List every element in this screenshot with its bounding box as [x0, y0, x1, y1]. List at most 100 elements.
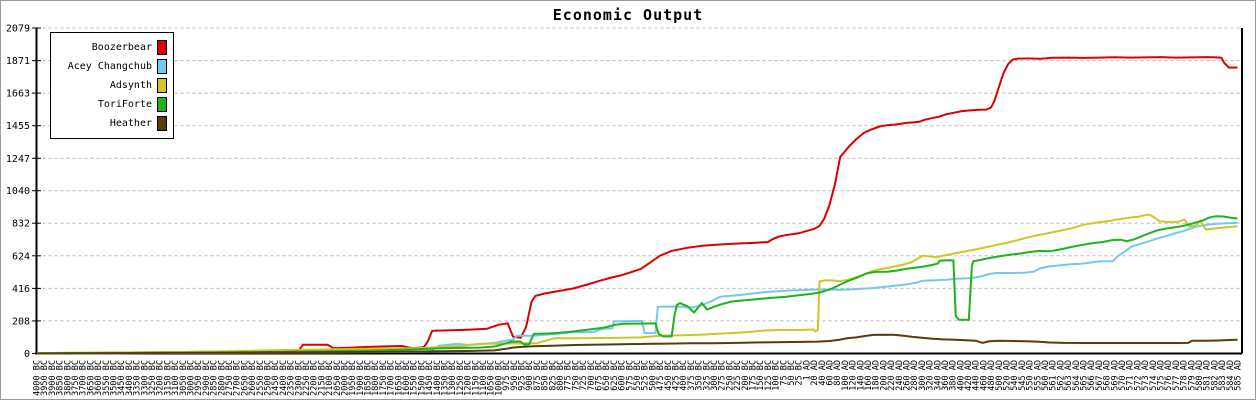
x-tick-label: 1750 BC [379, 360, 389, 396]
x-tick-label: 40 AD [818, 360, 828, 386]
x-tick-label: 3500 BC [110, 360, 120, 396]
x-tick-label: 583 AD [1218, 360, 1228, 391]
x-tick-label: 572 AD [1133, 360, 1143, 391]
x-tick-label: 400 BC [679, 360, 689, 391]
x-tick-label: 975 BC [502, 360, 512, 391]
series-line-boozerbear [36, 56, 1238, 355]
x-tick-label: 320 AD [926, 360, 936, 391]
x-tick-label: 2400 BC [279, 360, 289, 396]
x-tick-label: 1250 BC [456, 360, 466, 396]
x-tick-label: 150 BC [756, 360, 766, 391]
x-tick-label: 562 AD [1056, 360, 1066, 391]
x-tick-label: 568 AD [1103, 360, 1113, 391]
x-tick-label: 3300 BC [140, 360, 150, 396]
x-tick-label: 578 AD [1180, 360, 1190, 391]
x-tick-label: 2950 BC [194, 360, 204, 396]
x-tick-label: 3100 BC [171, 360, 181, 396]
chart-title: Economic Output [552, 6, 704, 24]
series-line-adsynth [36, 213, 1238, 355]
legend-item-adsynth: Adsynth [55, 78, 167, 93]
x-tick-label: 2100 BC [325, 360, 335, 396]
legend-item-label: Acey Changchub [67, 61, 152, 72]
x-tick-label: 4000 BC [33, 360, 43, 396]
y-tick-label: 208 [12, 316, 30, 327]
x-tick-label: 576 AD [1164, 360, 1174, 391]
x-tick-label: 340 AD [933, 360, 943, 391]
x-tick-label: 1500 BC [417, 360, 427, 396]
x-tick-label: 200 BC [741, 360, 751, 391]
x-tick-label: 1950 BC [348, 360, 358, 396]
x-tick-label: 100 BC [772, 360, 782, 391]
x-tick-label: 350 BC [695, 360, 705, 391]
x-tick-label: 1800 BC [371, 360, 381, 396]
x-tick-label: 400 AD [956, 360, 966, 391]
x-tick-label: 580 AD [1195, 360, 1205, 391]
legend-color-swatch [157, 40, 167, 55]
x-tick-label: 700 BC [587, 360, 597, 391]
legend-color-swatch [157, 97, 167, 112]
x-tick-label: 1300 BC [448, 360, 458, 396]
x-tick-label: 3200 BC [156, 360, 166, 396]
x-tick-label: 475 BC [656, 360, 666, 391]
x-tick-label: 950 BC [510, 360, 520, 391]
x-tick-label: 2000 BC [340, 360, 350, 396]
x-tick-label: 570 AD [1118, 360, 1128, 391]
x-tick-label: 375 BC [687, 360, 697, 391]
x-tick-label: 600 BC [618, 360, 628, 391]
x-tick-label: 425 BC [672, 360, 682, 391]
x-tick-label: 555 AD [1033, 360, 1043, 391]
x-tick-label: 550 AD [1026, 360, 1036, 391]
x-tick-label: 575 AD [1157, 360, 1167, 391]
x-tick-label: 850 BC [541, 360, 551, 391]
x-tick-label: 579 AD [1187, 360, 1197, 391]
x-tick-label: 280 AD [910, 360, 920, 391]
x-tick-label: 3950 BC [40, 360, 50, 396]
x-tick-label: 563 AD [1064, 360, 1074, 391]
x-tick-label: 100 AD [841, 360, 851, 391]
x-tick-label: 567 AD [1095, 360, 1105, 391]
legend-item-boozerbear: Boozerbear [55, 40, 167, 55]
legend-item-acey-changchub: Acey Changchub [55, 59, 167, 74]
x-tick-label: 3700 BC [79, 360, 89, 396]
legend-item-heather: Heather [55, 116, 167, 131]
x-tick-label: 1000 BC [494, 360, 504, 396]
x-tick-label: 575 BC [625, 360, 635, 391]
x-tick-label: 561 AD [1049, 360, 1059, 391]
x-tick-label: 240 AD [895, 360, 905, 391]
x-tick-label: 1600 BC [402, 360, 412, 396]
x-tick-label: 260 AD [903, 360, 913, 391]
x-tick-label: 2300 BC [294, 360, 304, 396]
x-tick-label: 500 BC [648, 360, 658, 391]
x-tick-label: 925 BC [518, 360, 528, 391]
x-tick-label: 1900 BC [356, 360, 366, 396]
x-tick-label: 560 AD [1041, 360, 1051, 391]
x-tick-label: 2450 BC [271, 360, 281, 396]
y-tick-label: 0 [24, 349, 30, 360]
x-tick-label: 220 AD [887, 360, 897, 391]
x-tick-label: 275 BC [718, 360, 728, 391]
x-tick-label: 540 AD [1010, 360, 1020, 391]
x-tick-label: 75 BC [779, 360, 789, 386]
x-tick-label: 250 BC [725, 360, 735, 391]
x-tick-label: 120 AD [849, 360, 859, 391]
x-tick-label: 585 AD [1234, 360, 1244, 391]
x-tick-label: 360 AD [941, 360, 951, 391]
series-lines [36, 56, 1238, 355]
y-tick-label: 1871 [6, 56, 30, 67]
x-tick-label: 2900 BC [202, 360, 212, 396]
x-tick-label: 1650 BC [394, 360, 404, 396]
x-tick-label: 2550 BC [256, 360, 266, 396]
x-tick-label: 1850 BC [364, 360, 374, 396]
legend-item-label: ToriForte [97, 99, 152, 110]
legend-item-toriforte: ToriForte [55, 97, 167, 112]
y-tick-label: 1663 [6, 89, 30, 100]
x-tick-label: 200 AD [879, 360, 889, 391]
x-tick-label: 2500 BC [264, 360, 274, 396]
x-tick-label: 625 BC [610, 360, 620, 391]
x-tick-label: 2750 BC [225, 360, 235, 396]
x-tick-label: 175 BC [749, 360, 759, 391]
x-tick-label: 1700 BC [387, 360, 397, 396]
x-tick-label: 25 BC [795, 360, 805, 386]
x-tick-label: 800 BC [556, 360, 566, 391]
